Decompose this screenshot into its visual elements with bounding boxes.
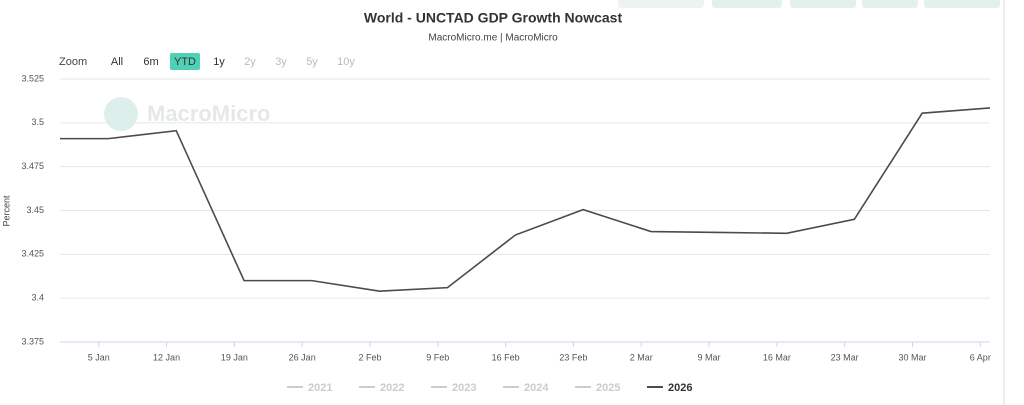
y-axis-label: Percent xyxy=(1,195,11,227)
x-tick-label: 2 Feb xyxy=(358,352,381,362)
range-button[interactable]: 3y xyxy=(275,56,287,68)
x-tick-label: 9 Mar xyxy=(698,352,721,362)
toolbar-button[interactable] xyxy=(924,0,1000,8)
range-button[interactable]: 1y xyxy=(213,56,225,68)
x-tick-label: 19 Jan xyxy=(221,352,248,362)
y-tick-label: 3.4 xyxy=(31,293,44,303)
legend-label[interactable]: 2021 xyxy=(308,382,332,394)
legend-label[interactable]: 2022 xyxy=(380,382,404,394)
toolbar-button[interactable] xyxy=(790,0,856,8)
y-tick-label: 3.525 xyxy=(21,73,44,83)
y-tick-label: 3.375 xyxy=(21,336,44,346)
chart-title: World - UNCTAD GDP Growth Nowcast xyxy=(364,10,623,26)
x-tick-label: 26 Jan xyxy=(289,352,316,362)
watermark: MacroMicro xyxy=(147,101,270,126)
series-line xyxy=(60,107,991,292)
x-tick-label: 23 Mar xyxy=(831,352,859,362)
x-tick-label: 9 Feb xyxy=(426,352,449,362)
toolbar-button[interactable] xyxy=(862,0,918,8)
x-tick-label: 16 Mar xyxy=(763,352,791,362)
toolbar-button[interactable] xyxy=(618,0,704,8)
x-tick-label: 6 Apr xyxy=(970,352,991,362)
range-button[interactable]: All xyxy=(111,56,123,68)
legend-label[interactable]: 2026 xyxy=(668,382,692,394)
y-tick-label: 3.45 xyxy=(26,205,44,215)
x-tick-label: 5 Jan xyxy=(88,352,110,362)
x-tick-label: 30 Mar xyxy=(898,352,926,362)
y-tick-label: 3.5 xyxy=(31,117,44,127)
x-tick-label: 23 Feb xyxy=(559,352,587,362)
range-button[interactable]: 6m xyxy=(143,56,158,68)
x-tick-label: 16 Feb xyxy=(492,352,520,362)
range-button[interactable]: 10y xyxy=(337,56,355,68)
chart-subtitle: MacroMicro.me | MacroMicro xyxy=(428,33,558,44)
legend-label[interactable]: 2024 xyxy=(524,382,549,394)
x-tick-label: 12 Jan xyxy=(153,352,180,362)
legend-label[interactable]: 2025 xyxy=(596,382,620,394)
toolbar-button[interactable] xyxy=(712,0,782,8)
y-tick-label: 3.475 xyxy=(21,161,44,171)
y-tick-label: 3.425 xyxy=(21,249,44,259)
legend-label[interactable]: 2023 xyxy=(452,382,476,394)
range-button[interactable]: 2y xyxy=(244,56,256,68)
x-tick-label: 2 Mar xyxy=(630,352,653,362)
watermark-logo xyxy=(104,97,138,131)
range-label: Zoom xyxy=(59,56,87,68)
range-button-bg[interactable] xyxy=(170,53,200,70)
range-button[interactable]: 5y xyxy=(306,56,318,68)
range-button[interactable]: YTD xyxy=(174,56,196,68)
